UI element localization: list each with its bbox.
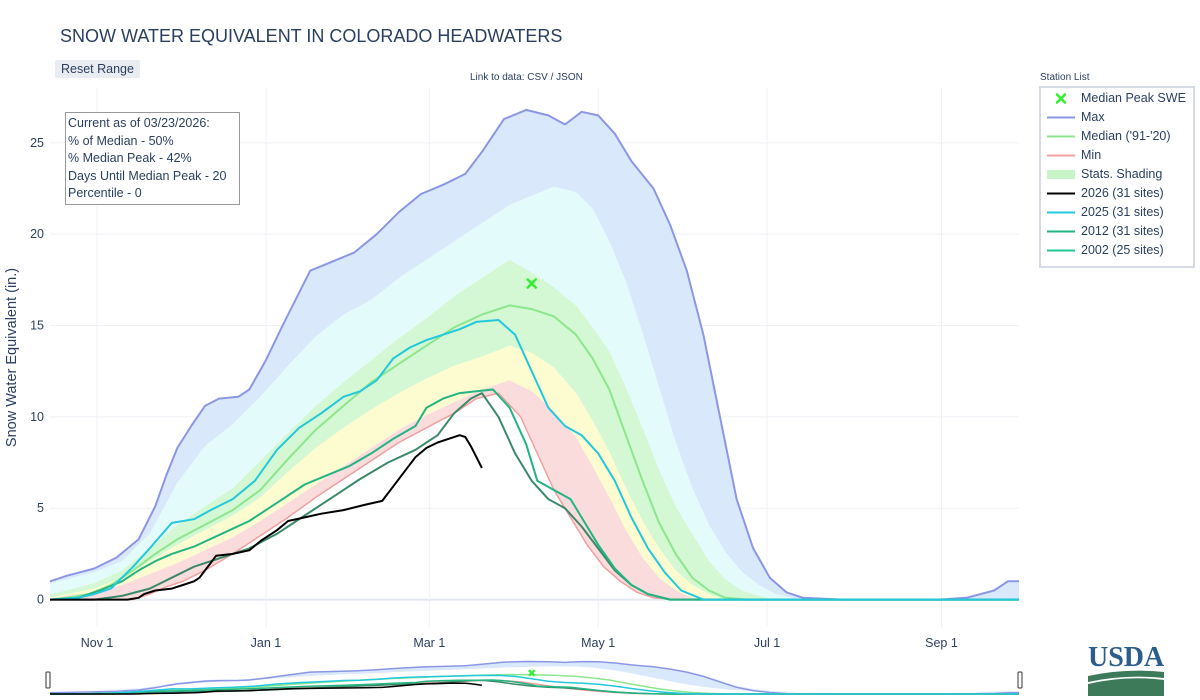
shading-layer	[50, 109, 1019, 600]
chart-title: SNOW WATER EQUIVALENT IN COLORADO HEADWA…	[60, 26, 563, 46]
series-line-y2025	[49, 319, 1019, 601]
axis-layer: 0 5 10 15 20 25 Nov 1 Jan 1 Mar 1 May 1 Jul 1 Sep 1…	[4, 136, 958, 650]
legend-label: Min	[1081, 148, 1102, 162]
x-tick-label: May 1	[581, 636, 615, 650]
csv-link[interactable]: CSV	[527, 72, 548, 83]
navigator-line-y2012	[49, 679, 1019, 695]
legend-swatch	[1047, 249, 1075, 252]
legend-item[interactable]: 2012 (31 sites)	[1041, 222, 1193, 241]
json-link[interactable]: JSON	[556, 72, 583, 83]
legend-label: Max	[1081, 110, 1105, 124]
shading-band-upper	[50, 186, 1019, 600]
series-line-max	[49, 108, 1019, 601]
navigator-peak-marker: ✖	[527, 668, 536, 680]
navigator-line-y2026	[50, 682, 483, 695]
legend-item[interactable]: 2026 (31 sites)	[1041, 184, 1193, 203]
legend-swatch	[1047, 154, 1075, 157]
median-peak-marker-shape	[526, 278, 538, 289]
legend-item[interactable]: Median ('91-'20)	[1041, 127, 1193, 146]
x-tick-label: Jan 1	[251, 636, 282, 650]
legend-label: 2012 (31 sites)	[1081, 224, 1164, 238]
legend-label: 2025 (31 sites)	[1081, 205, 1164, 219]
current-info-box: Current as of 03/23/2026: % of Median - …	[65, 112, 240, 205]
info-days-until-peak: Days Until Median Peak - 20	[68, 168, 227, 183]
series-line-y2012	[49, 388, 1019, 601]
y-tick-label: 25	[30, 136, 44, 150]
navigator-left-handle[interactable]	[45, 671, 51, 689]
y-tick-label: 10	[30, 410, 44, 424]
info-percentile: Percentile - 0	[68, 186, 142, 200]
legend-label: Median Peak SWE	[1081, 91, 1186, 105]
series-line-median	[49, 304, 1019, 601]
navigator-line-y2025	[49, 674, 1019, 695]
series-line-y2026	[50, 434, 483, 601]
legend-swatch	[1047, 170, 1075, 179]
info-current-date: Current as of 03/23/2026:	[68, 116, 210, 130]
usda-logo: USDA	[1088, 642, 1165, 696]
y-tick-label: 5	[37, 501, 44, 515]
legend-item[interactable]: Median Peak SWE	[1041, 89, 1193, 108]
y-axis-title: Snow Water Equivalent (in.)	[4, 268, 20, 447]
legend-swatch	[1047, 211, 1075, 214]
legend-item[interactable]: 2002 (25 sites)	[1041, 241, 1193, 260]
legend: Median Peak SWE Max Median ('91-'20) Min Sta…	[1039, 86, 1195, 268]
legend-item[interactable]: Max	[1041, 108, 1193, 127]
y-tick-label: 15	[30, 319, 44, 333]
x-tick-label: Mar 1	[413, 636, 445, 650]
shading-band-mid	[50, 259, 1019, 600]
info-percent-median-peak: % Median Peak - 42%	[68, 151, 192, 165]
legend-swatch	[1047, 116, 1075, 119]
range-navigator: ✖	[45, 660, 1023, 695]
y-tick-label: 0	[37, 593, 44, 607]
legend-label: Stats. Shading	[1081, 167, 1163, 181]
legend-label: Median ('91-'20)	[1081, 129, 1171, 143]
series-line-min	[50, 392, 1019, 601]
legend-swatch-marker	[1055, 93, 1067, 104]
x-tick-label: Jul 1	[754, 636, 780, 650]
legend-label: 2002 (25 sites)	[1081, 243, 1164, 257]
shading-band-min	[50, 380, 1019, 600]
legend-item[interactable]: Min	[1041, 146, 1193, 165]
info-percent-median: % of Median - 50%	[68, 133, 174, 148]
median-peak-swe-marker	[526, 278, 538, 289]
legend-swatch	[1047, 135, 1075, 138]
y-tick-label: 20	[30, 227, 44, 241]
legend-swatch	[1047, 230, 1075, 233]
data-link: Link to data: CSV / JSON	[470, 72, 583, 83]
usda-logo-text: USDA	[1088, 642, 1165, 673]
navigator-right-handle[interactable]	[1017, 671, 1023, 689]
x-tick-label: Sep 1	[925, 636, 958, 650]
series-line-y2002	[50, 392, 1019, 601]
legend-label: 2026 (31 sites)	[1081, 186, 1164, 200]
legend-item[interactable]: Stats. Shading	[1041, 165, 1193, 184]
shading-band-lower	[50, 345, 1019, 600]
x-tick-label: Nov 1	[81, 636, 114, 650]
station-list-link[interactable]: Station List	[1040, 72, 1090, 83]
data-link-prefix: Link to data:	[470, 72, 528, 83]
legend-swatch-fill	[1047, 170, 1075, 179]
legend-swatch	[1047, 192, 1075, 195]
legend-swatch	[1055, 93, 1067, 104]
reset-range-button[interactable]: Reset Range	[55, 60, 140, 78]
navigator-line-max	[49, 660, 1019, 695]
data-link-separator: /	[547, 72, 557, 83]
legend-item[interactable]: 2025 (31 sites)	[1041, 203, 1193, 222]
series-layer	[49, 108, 1019, 601]
